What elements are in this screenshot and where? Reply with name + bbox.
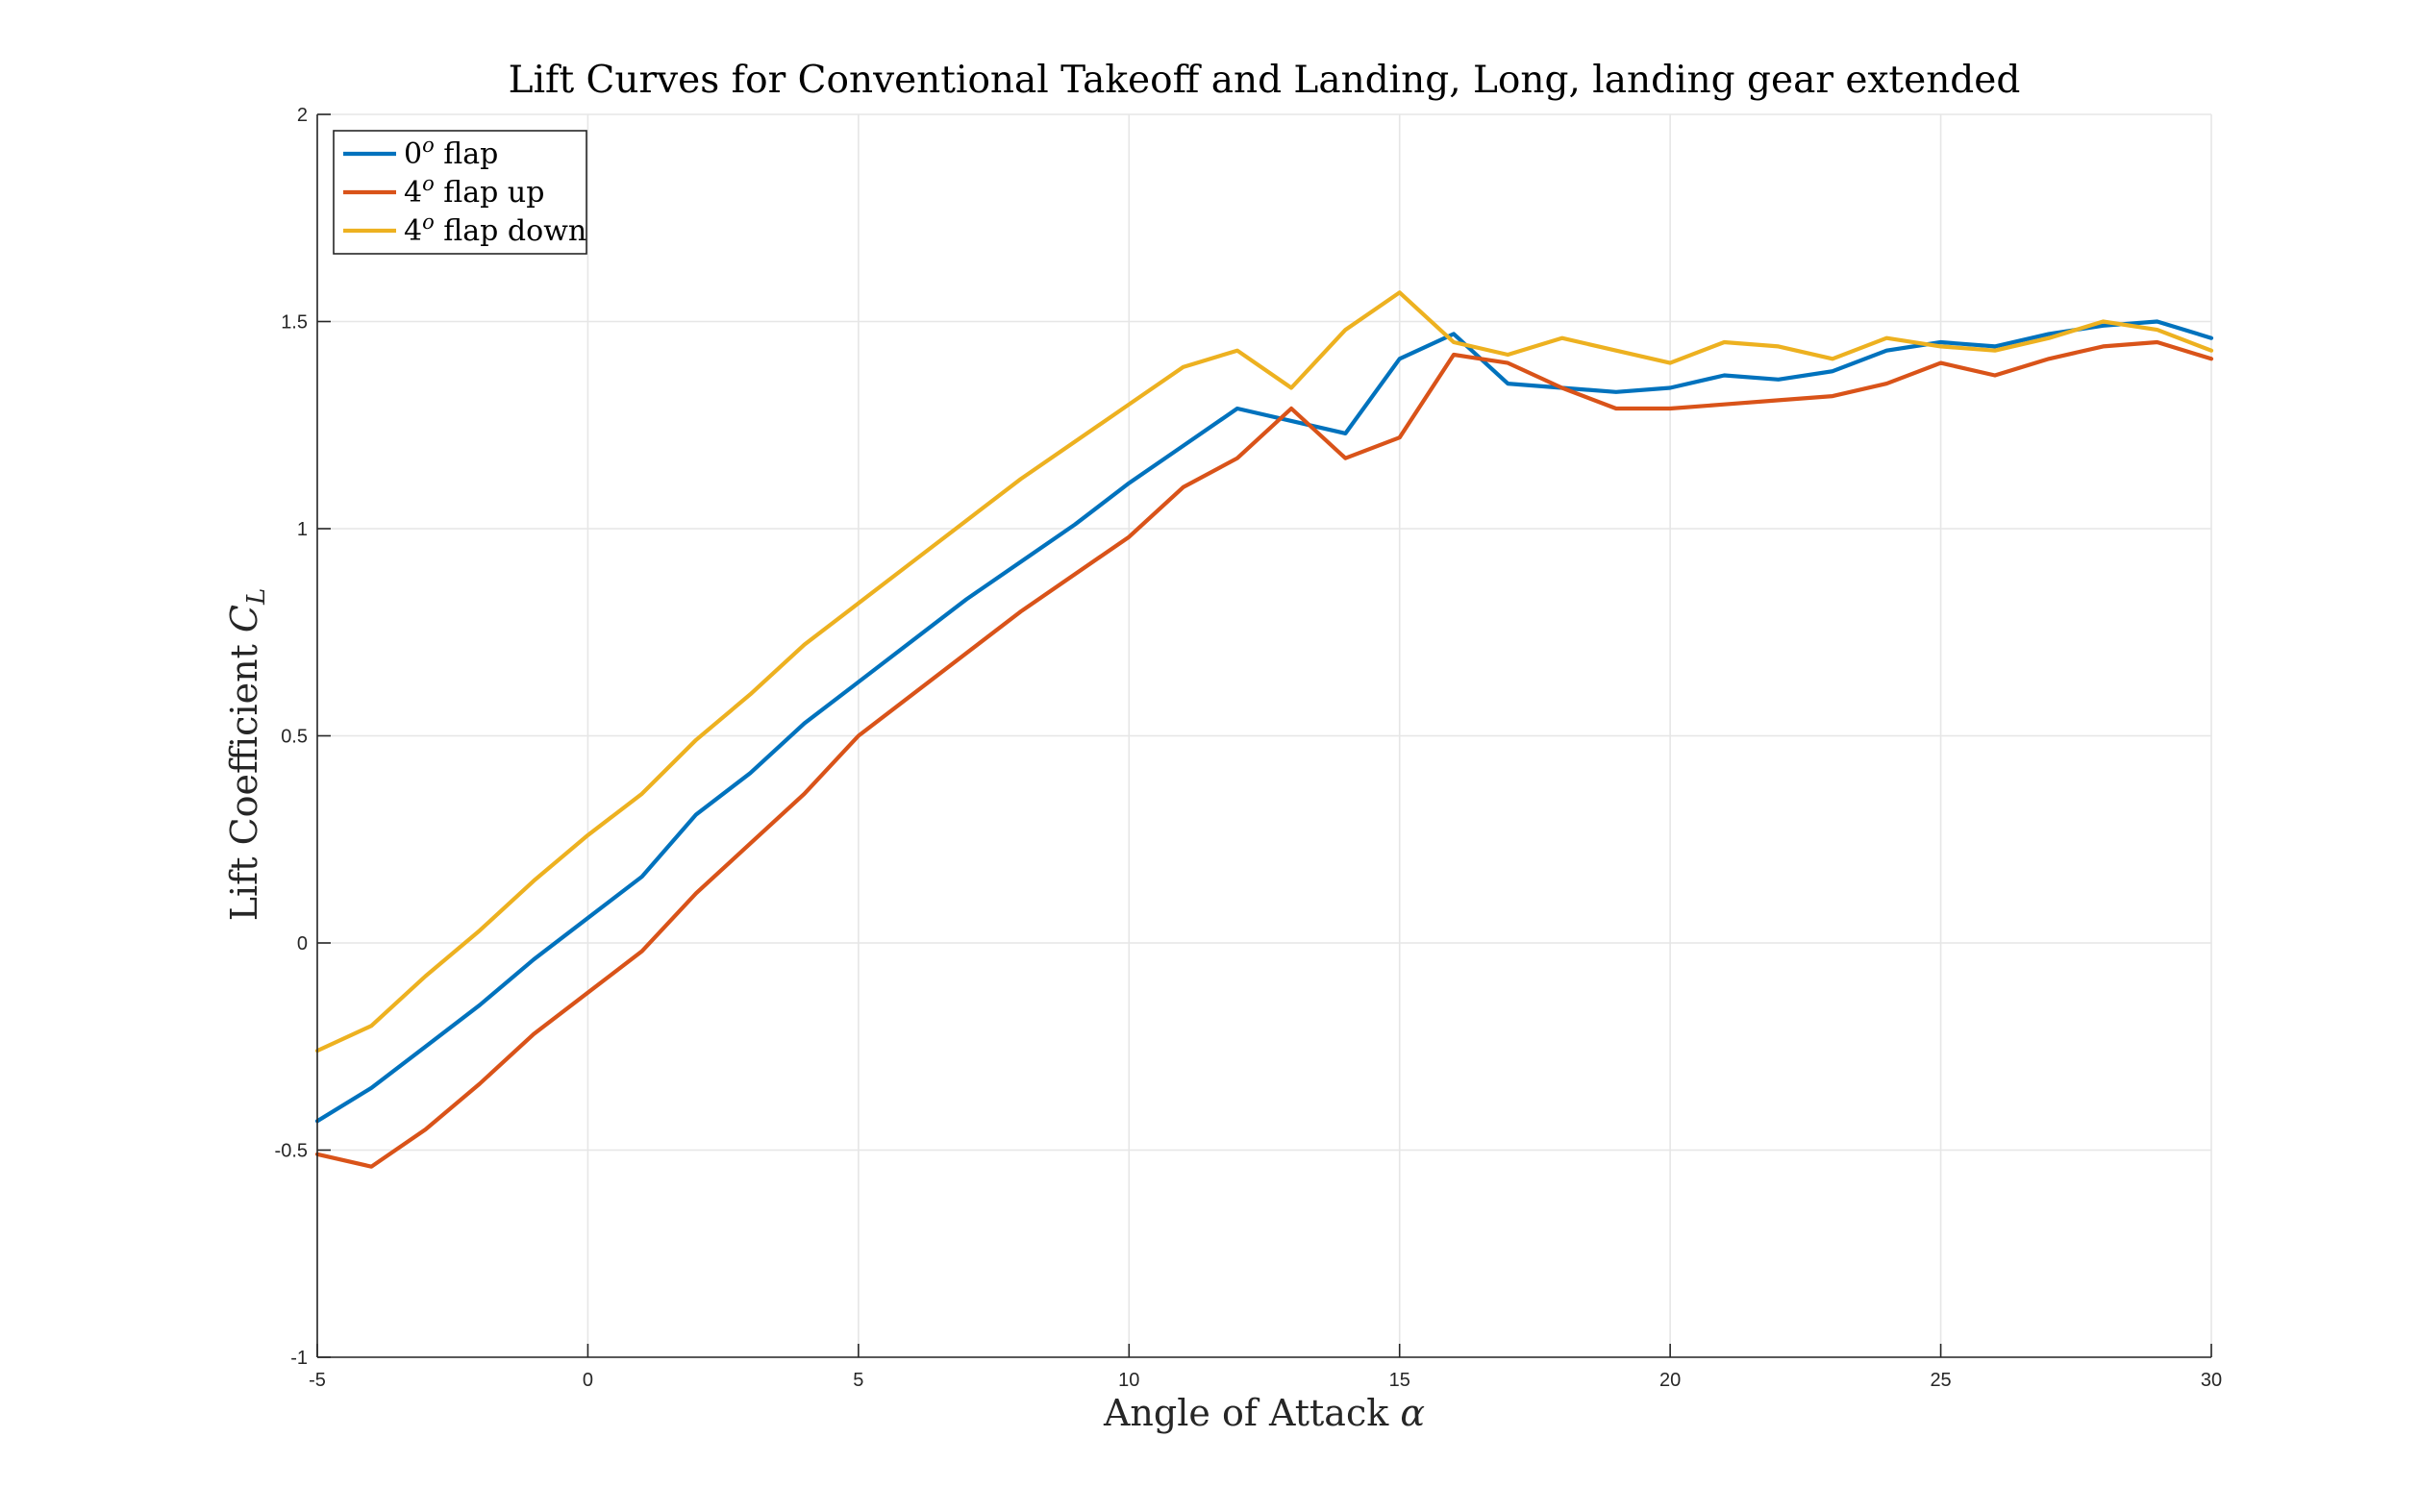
legend-entry-2: 4o flap up bbox=[404, 172, 544, 210]
x-tick-label: 5 bbox=[853, 1370, 863, 1391]
y-axis-label: Lift Coefficient CL bbox=[223, 588, 271, 921]
y-tick-label: -0.5 bbox=[275, 1141, 308, 1162]
y-tick-label: 0 bbox=[297, 933, 308, 954]
x-axis-label: Angle of Attack α bbox=[1103, 1392, 1425, 1434]
y-tick-label: -1 bbox=[290, 1348, 308, 1369]
legend-entry-3: 4o flap down bbox=[404, 211, 586, 248]
series-line-2 bbox=[314, 339, 2214, 1169]
y-tick-label: 0.5 bbox=[281, 727, 308, 748]
legend-entry-1: 0o flap bbox=[404, 134, 498, 171]
y-tick-label: 1.5 bbox=[281, 312, 308, 334]
chart-title: Lift Curves for Conventional Takeoff and… bbox=[509, 59, 2021, 102]
y-tick-label: 2 bbox=[297, 105, 308, 126]
x-tick-label: 30 bbox=[2201, 1370, 2222, 1391]
series-line-3 bbox=[314, 290, 2214, 1053]
x-tick-label: 20 bbox=[1659, 1370, 1681, 1391]
axes bbox=[316, 113, 2212, 1358]
y-tick-label: 1 bbox=[297, 519, 308, 540]
x-tick-label: 15 bbox=[1389, 1370, 1410, 1391]
x-tick-label: -5 bbox=[309, 1370, 326, 1391]
series-line-1 bbox=[314, 319, 2214, 1124]
tick-labels: -5 0 5 10 15 20 25 30 -1 -0.5 0 0.5 1 1.5 2 bbox=[275, 105, 2223, 1391]
x-tick-label: 10 bbox=[1118, 1370, 1139, 1391]
x-tick-label: 25 bbox=[1930, 1370, 1951, 1391]
series-lines bbox=[314, 290, 2214, 1169]
x-tick-label: 0 bbox=[583, 1370, 593, 1391]
